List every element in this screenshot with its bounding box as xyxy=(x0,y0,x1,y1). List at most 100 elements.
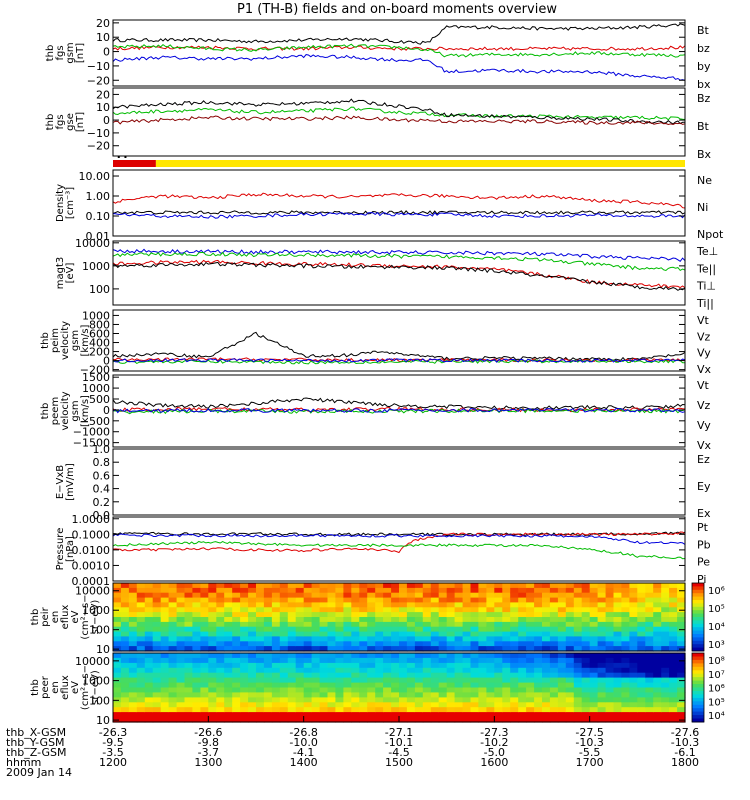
colorbar-tick-label: 10⁵ xyxy=(708,697,725,708)
panel-peer_spec: 10⁸ 10⁷ 10⁶ 10⁵ 10⁴ 10000 1000 100 10 thb peer en ef… xyxy=(30,652,725,727)
axis-frame xyxy=(112,240,686,306)
y-axis-label: Density xyxy=(55,184,66,222)
legend-entry: bz xyxy=(697,42,710,55)
y-axis-label: [mV/m] xyxy=(65,463,76,501)
y-axis-label: E−VxB xyxy=(55,465,66,499)
y-tick-label: 0.10 xyxy=(86,210,111,223)
panel-temp: 10000 1000 100 magt3 [eV] Te⊥ Te|| Ti⊥ Ti|| xyxy=(55,237,718,310)
y-tick-label: 0.0100 xyxy=(72,544,111,557)
y-axis-label: [cm⁻³] xyxy=(65,187,76,219)
series-line-peim_vel-3 xyxy=(112,358,686,363)
orbit-value: 1500 xyxy=(385,756,413,769)
y-tick-label: 800 xyxy=(89,318,110,331)
colorbar-peer_spec: 10⁸ 10⁷ 10⁶ 10⁵ 10⁴ xyxy=(691,652,725,723)
legend-entry: Vy xyxy=(697,419,711,432)
y-tick-label: 0.2 xyxy=(93,496,111,509)
series-line-fgs_gsm-2 xyxy=(112,43,686,58)
flag-dot xyxy=(124,156,127,158)
orbit-value: -10.0 xyxy=(289,736,317,749)
y-axis-label: peim xyxy=(50,328,61,353)
colorbar-tick-label: 10⁶ xyxy=(708,684,725,695)
chart-title: P1 (TH-B) fields and on-board moments ov… xyxy=(237,2,557,17)
y-tick-label: 20 xyxy=(96,17,110,30)
series-line-pressure-2 xyxy=(112,540,686,560)
y-tick-label: 1000 xyxy=(82,260,110,273)
y-tick-label: 1.0 xyxy=(93,443,111,456)
orbit-value: 1300 xyxy=(194,756,222,769)
colorbar-tick-label: 10⁴ xyxy=(708,622,725,633)
legend-entry: Ez xyxy=(697,453,710,466)
orbit-row-label: thb_X-GSM xyxy=(6,726,66,739)
legend-entry: Ne xyxy=(697,174,712,187)
y-tick-label: 1.0000 xyxy=(72,513,111,526)
y-axis-label: peir xyxy=(40,606,51,626)
flag-segment xyxy=(155,160,685,167)
y-axis-label: gsm xyxy=(70,400,81,421)
orbit-value: 1600 xyxy=(480,756,508,769)
series-line-fgs_gse-0 xyxy=(112,106,686,121)
y-tick-label: 200 xyxy=(89,346,110,359)
y-axis-label: [nT] xyxy=(75,43,86,63)
y-tick-label: −500 xyxy=(80,415,110,428)
y-tick-label: 10 xyxy=(96,643,110,656)
y-axis-label: fgs xyxy=(55,45,66,60)
legend-entry: Ni xyxy=(697,201,708,214)
legend-entry: Ey xyxy=(697,480,711,493)
orbit-value: -10.2 xyxy=(480,736,508,749)
flag-segment xyxy=(113,160,156,167)
y-tick-label: 10 xyxy=(96,714,110,727)
legend-entry: Ti|| xyxy=(696,297,714,310)
axis-frame xyxy=(112,87,686,157)
y-axis-label: (cm²−s− xyxy=(80,665,91,710)
y-axis-label: en xyxy=(50,681,61,694)
axis-frame xyxy=(112,169,686,237)
y-tick-label: 0.4 xyxy=(93,483,111,496)
axis-frame xyxy=(112,19,686,87)
legend-entry: Vz xyxy=(697,399,711,412)
panel-peir_spec: 10⁶ 10⁵ 10⁴ 10³ 10000 1000 100 10 thb peir en eflux… xyxy=(30,582,725,656)
legend-entry: Vt xyxy=(697,379,710,392)
y-axis-label: [nPa] xyxy=(65,536,76,562)
legend-entry: Pi xyxy=(697,573,706,586)
y-tick-label: −20 xyxy=(87,74,110,87)
series-line-temp-0 xyxy=(112,259,686,289)
axis-frame xyxy=(112,516,686,582)
date-label: 2009 Jan 14 xyxy=(6,766,72,779)
spectrogram-peir_spec xyxy=(113,583,686,652)
orbit-value: -27.3 xyxy=(480,726,508,739)
series-line-fgs_gse-1 xyxy=(112,98,686,125)
orbit-value: 1200 xyxy=(99,756,127,769)
orbit-value: -4.5 xyxy=(388,746,409,759)
y-axis-label: eV xyxy=(70,681,81,694)
series-line-density-1 xyxy=(112,210,686,215)
y-tick-label: 0.1000 xyxy=(72,528,111,541)
colorbar-tick-label: 10³ xyxy=(708,640,725,651)
y-tick-label: 400 xyxy=(89,337,110,350)
y-tick-label: 100 xyxy=(89,694,110,707)
orbit-value: -3.7 xyxy=(198,746,219,759)
legend-entry: Vz xyxy=(697,330,711,343)
colorbar-peir_spec: 10⁶ 10⁵ 10⁴ 10³ xyxy=(691,582,725,652)
orbit-value: -10.3 xyxy=(575,736,603,749)
y-axis-label: sr−eV) xyxy=(90,600,101,635)
y-tick-label: 20 xyxy=(96,88,110,101)
orbit-row-label: hhmm xyxy=(6,756,41,769)
y-tick-label: 0.6 xyxy=(93,469,111,482)
y-tick-label: 1000 xyxy=(82,382,110,395)
y-axis-label: eV xyxy=(70,610,81,623)
y-tick-label: 10000 xyxy=(75,237,110,250)
orbit-value: -9.8 xyxy=(198,736,219,749)
y-tick-label: 100 xyxy=(89,624,110,637)
y-axis-label: sr−eV) xyxy=(90,670,101,705)
legend-entry: Ex xyxy=(697,507,711,520)
y-tick-label: 1.00 xyxy=(86,190,111,203)
orbit-value: -10.1 xyxy=(385,736,413,749)
y-tick-label: 0 xyxy=(103,404,110,417)
y-axis-label: thb xyxy=(40,332,51,349)
legend-entry: Bz xyxy=(697,92,711,105)
orbit-value: -26.6 xyxy=(194,726,222,739)
series-line-temp-3 xyxy=(112,251,686,272)
